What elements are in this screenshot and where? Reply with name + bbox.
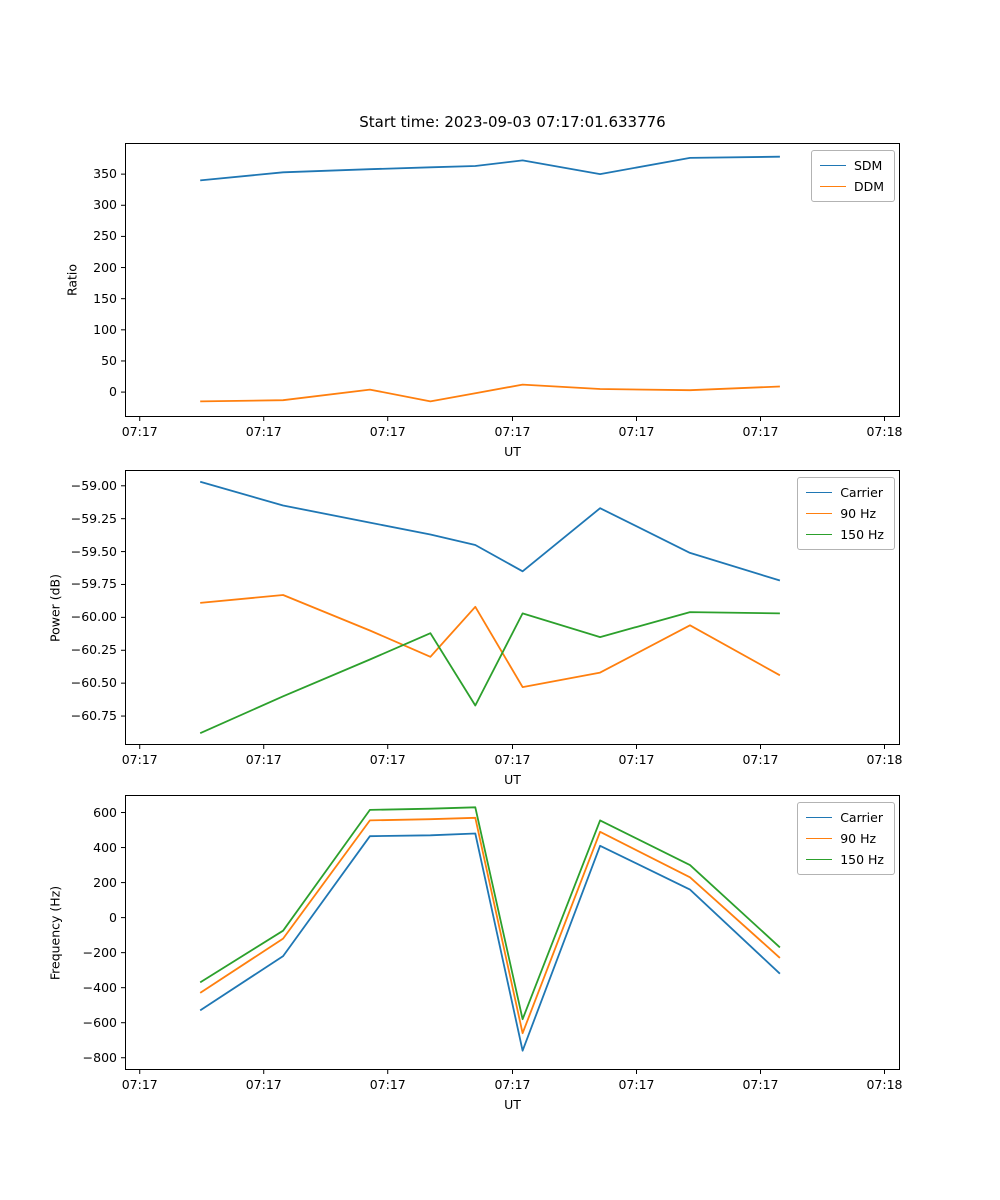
y-tick-label: 200	[93, 259, 117, 275]
x-tick-label: 07:17	[742, 1077, 779, 1092]
y-tick-label: −59.75	[70, 576, 117, 592]
legend-line-swatch	[819, 186, 846, 187]
y-tick-label: 200	[93, 874, 117, 890]
subplot-2: Frequency (Hz) UT Carrier 90 Hz 150 Hz 600…	[0, 795, 1000, 1116]
x-tick-label: 07:17	[245, 1077, 282, 1092]
x-axis-label-ut-1: UT	[504, 772, 521, 787]
x-tick-label: 07:17	[369, 752, 406, 767]
y-tick-label: −400	[82, 979, 117, 995]
y-tick-label: −60.75	[70, 708, 117, 724]
y-tick-label: −59.50	[70, 543, 117, 559]
x-tick-label: 07:18	[866, 424, 903, 439]
series-line-sdm	[200, 155, 780, 182]
x-tick-label: 07:18	[866, 1077, 903, 1092]
y-tick-label: −60.50	[70, 675, 117, 691]
series-line-90-hz	[199, 816, 781, 1035]
legend-item-150-hz: 150 Hz	[806, 849, 884, 870]
legend-item-carrier: Carrier	[806, 807, 884, 828]
x-tick-label: 07:17	[494, 1077, 531, 1092]
y-tick-label: 300	[93, 197, 117, 213]
legend-line-swatch	[806, 492, 833, 493]
legend-line-swatch	[806, 513, 833, 514]
x-tick-label: 07:17	[121, 752, 158, 767]
x-tick-label: 07:17	[121, 1077, 158, 1092]
plot-border-2	[125, 795, 900, 1070]
x-tick-label: 07:17	[369, 424, 406, 439]
legend-label: DDM	[853, 179, 884, 194]
series-line-carrier	[199, 832, 781, 1052]
legend-item-carrier: Carrier	[806, 482, 884, 503]
x-tick-label: 07:17	[742, 752, 779, 767]
subplot-0: Ratio UT SDM DDM 350 300 250 200 150 100 50 0 07:…	[0, 143, 1000, 463]
y-tick-label: −60.00	[70, 609, 117, 625]
x-tick-label: 07:17	[742, 424, 779, 439]
y-tick-label: −800	[82, 1049, 117, 1065]
x-tick-label: 07:17	[494, 424, 531, 439]
y-tick-label: 0	[109, 384, 117, 400]
legend-label: SDM	[853, 158, 883, 173]
legend-label: Carrier	[840, 485, 883, 500]
legend-item-ddm: DDM	[819, 176, 884, 197]
legend-label: 150 Hz	[840, 852, 884, 867]
subplot-1: Power (dB) UT Carrier 90 Hz 150 Hz −59.00−…	[0, 470, 1000, 791]
y-tick-label: 250	[93, 228, 117, 244]
legend-label: 150 Hz	[840, 527, 884, 542]
x-tick-label: 07:17	[369, 1077, 406, 1092]
y-tick-label: −200	[82, 944, 117, 960]
legend-line-swatch	[806, 534, 833, 535]
figure-title: Start time: 2023-09-03 07:17:01.633776	[359, 113, 666, 131]
legend-label: 90 Hz	[840, 831, 877, 846]
legend-line-swatch	[806, 859, 833, 860]
y-tick-label: 0	[109, 909, 117, 925]
x-tick-label: 07:17	[245, 752, 282, 767]
series-line-carrier	[199, 480, 781, 582]
y-tick-label: 100	[93, 321, 117, 337]
x-tick-label: 07:18	[866, 752, 903, 767]
legend-line-swatch	[806, 838, 833, 839]
y-tick-label: −59.25	[70, 510, 117, 526]
y-tick-label: 50	[101, 352, 117, 368]
x-tick-label: 07:17	[121, 424, 158, 439]
legend-1: Carrier 90 Hz 150 Hz	[797, 477, 895, 550]
y-tick-label: −600	[82, 1014, 117, 1030]
plot-border-0	[125, 143, 900, 417]
x-axis-label-ut-0: UT	[504, 444, 521, 459]
x-tick-label: 07:17	[618, 424, 655, 439]
x-tick-label: 07:17	[245, 424, 282, 439]
x-tick-label: 07:17	[618, 1077, 655, 1092]
legend-item-150-hz: 150 Hz	[806, 524, 884, 545]
x-axis-label-ut-2: UT	[504, 1097, 521, 1112]
legend-2: Carrier 90 Hz 150 Hz	[797, 802, 895, 875]
legend-line-swatch	[806, 817, 833, 818]
y-tick-label: 350	[93, 166, 117, 182]
series-line-90-hz	[200, 594, 781, 689]
y-tick-label: −59.00	[70, 477, 117, 493]
axes-1	[121, 470, 900, 749]
y-tick-label: −60.25	[70, 642, 117, 658]
y-tick-label: 600	[93, 804, 117, 820]
series-line-150-hz	[199, 611, 780, 735]
legend-label: Carrier	[840, 810, 883, 825]
series-line-150-hz	[199, 806, 781, 1021]
axes-0	[121, 143, 900, 421]
plot-border-1	[125, 470, 900, 745]
legend-label: 90 Hz	[840, 506, 877, 521]
y-tick-label: 150	[93, 290, 117, 306]
legend-item-sdm: SDM	[819, 155, 884, 176]
series-line-ddm	[200, 383, 780, 403]
legend-line-swatch	[819, 165, 846, 166]
legend-0: SDM DDM	[810, 150, 895, 202]
x-tick-label: 07:17	[494, 752, 531, 767]
x-tick-label: 07:17	[618, 752, 655, 767]
y-tick-label: 400	[93, 839, 117, 855]
legend-item-90-hz: 90 Hz	[806, 828, 884, 849]
axes-2	[121, 795, 900, 1074]
legend-item-90-hz: 90 Hz	[806, 503, 884, 524]
